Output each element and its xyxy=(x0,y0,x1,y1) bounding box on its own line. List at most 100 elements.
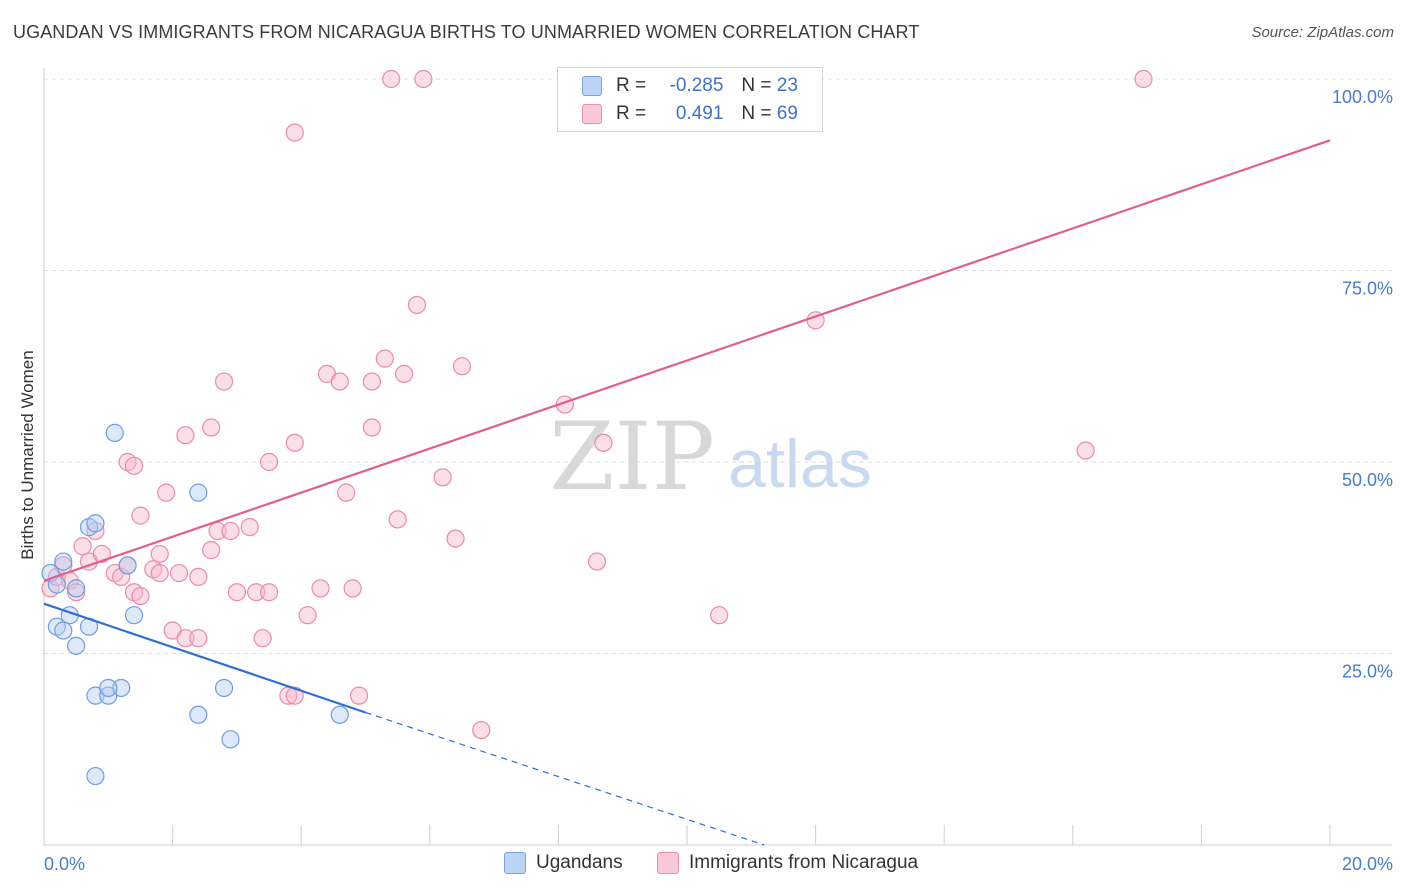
point-nicaragua xyxy=(349,686,369,705)
trend-line-ugandans xyxy=(43,602,366,714)
point-ugandans xyxy=(54,552,73,571)
point-ugandans xyxy=(86,514,105,533)
trend-line-nicaragua xyxy=(43,139,1331,582)
point-nicaragua xyxy=(112,567,131,587)
bottom-legend-swatch-pink xyxy=(657,852,679,874)
point-nicaragua xyxy=(240,518,259,537)
bottom-legend-label: Immigrants from Nicaragua xyxy=(689,852,919,873)
point-nicaragua xyxy=(298,606,317,625)
point-nicaragua xyxy=(176,426,195,445)
point-nicaragua xyxy=(330,372,349,391)
point-nicaragua xyxy=(259,583,279,602)
point-nicaragua xyxy=(92,544,111,564)
point-ugandans xyxy=(118,556,137,575)
legend-n-value: 23 xyxy=(776,75,798,96)
trend-lines xyxy=(43,139,1331,846)
point-nicaragua xyxy=(189,567,208,587)
axes xyxy=(43,68,1392,846)
point-nicaragua xyxy=(202,540,221,560)
point-ugandans xyxy=(67,579,86,598)
point-nicaragua xyxy=(594,433,613,452)
point-nicaragua xyxy=(150,544,169,564)
legend-r-label: R = xyxy=(616,75,647,96)
point-nicaragua xyxy=(208,521,227,541)
tick-labels: 25.0% 50.0% 75.0% 100.0% 0.0% 20.0% xyxy=(44,87,1393,874)
correlation-legend: R = -0.285 N = 23 R = 0.491 N = 69 xyxy=(557,67,823,132)
point-nicaragua xyxy=(710,606,729,625)
legend-swatch-blue xyxy=(582,76,602,96)
point-nicaragua xyxy=(285,686,304,705)
point-nicaragua xyxy=(382,69,401,89)
legend-n-label: N = xyxy=(741,103,772,124)
point-ugandans xyxy=(54,621,73,640)
point-nicaragua xyxy=(131,586,150,606)
legend-row-ugandans: R = -0.285 N = 23 xyxy=(582,73,798,99)
point-nicaragua xyxy=(227,583,246,602)
watermark-atlas: atlas xyxy=(728,426,872,502)
y-tick-label: 75.0% xyxy=(1342,279,1393,299)
point-nicaragua xyxy=(131,506,150,525)
point-nicaragua xyxy=(388,510,407,529)
grid-lines xyxy=(44,78,1392,654)
point-nicaragua xyxy=(73,537,92,556)
legend-r-value: 0.491 xyxy=(675,103,724,124)
point-nicaragua xyxy=(311,579,330,598)
point-ugandans xyxy=(112,678,131,698)
point-ugandans xyxy=(214,678,234,698)
point-nicaragua xyxy=(407,295,427,315)
point-nicaragua xyxy=(176,629,195,648)
y-tick-label: 25.0% xyxy=(1342,662,1393,682)
point-nicaragua xyxy=(452,357,472,376)
source-label: Source: ZipAtlas.com xyxy=(1251,24,1394,41)
point-nicaragua xyxy=(221,521,240,541)
legend-swatch-pink xyxy=(582,104,602,124)
y-tick-label: 100.0% xyxy=(1332,87,1393,107)
x-tick-label: 20.0% xyxy=(1342,854,1393,874)
point-nicaragua xyxy=(285,433,304,452)
point-nicaragua xyxy=(362,418,382,437)
point-nicaragua xyxy=(433,468,452,487)
point-nicaragua xyxy=(124,456,144,475)
point-nicaragua xyxy=(253,629,272,648)
chart-title: UGANDAN VS IMMIGRANTS FROM NICARAGUA BIR… xyxy=(13,22,920,42)
bottom-legend-swatch-blue xyxy=(504,852,526,874)
point-nicaragua xyxy=(150,563,169,583)
point-nicaragua xyxy=(362,372,382,391)
point-ugandans xyxy=(189,483,208,502)
bottom-legend-label: Ugandans xyxy=(536,852,623,873)
series-ugandans-points xyxy=(41,423,349,786)
point-nicaragua xyxy=(414,69,433,89)
series-nicaragua-points xyxy=(41,69,1153,740)
point-nicaragua xyxy=(1134,69,1153,89)
point-nicaragua xyxy=(202,418,221,437)
point-nicaragua xyxy=(214,372,234,391)
x-tick-label: 0.0% xyxy=(44,854,85,874)
point-nicaragua xyxy=(394,364,414,384)
watermark-zip: ZIP xyxy=(549,403,715,512)
legend-n-value: 69 xyxy=(776,103,798,124)
point-nicaragua xyxy=(189,629,208,648)
point-nicaragua xyxy=(1076,441,1095,460)
legend-row-nicaragua: R = 0.491 N = 69 xyxy=(582,101,798,127)
point-nicaragua xyxy=(157,483,176,502)
point-nicaragua xyxy=(446,529,465,548)
legend-r-label: R = xyxy=(616,103,647,124)
point-ugandans xyxy=(330,705,349,724)
point-ugandans xyxy=(67,636,86,655)
point-nicaragua xyxy=(472,720,491,740)
point-nicaragua xyxy=(259,452,279,472)
point-nicaragua xyxy=(247,583,266,602)
bottom-legend-ugandans: Ugandans xyxy=(504,852,623,874)
point-nicaragua xyxy=(343,579,362,598)
point-ugandans xyxy=(221,730,240,749)
point-ugandans xyxy=(99,678,118,698)
point-nicaragua xyxy=(285,123,304,142)
bottom-legend-nicaragua: Immigrants from Nicaragua xyxy=(657,852,918,874)
point-nicaragua xyxy=(337,483,356,502)
point-nicaragua xyxy=(67,583,86,602)
legend-n-label: N = xyxy=(741,75,772,96)
point-ugandans xyxy=(86,766,105,786)
watermark: ZIP atlas xyxy=(549,403,872,512)
y-tick-label: 50.0% xyxy=(1342,470,1393,490)
